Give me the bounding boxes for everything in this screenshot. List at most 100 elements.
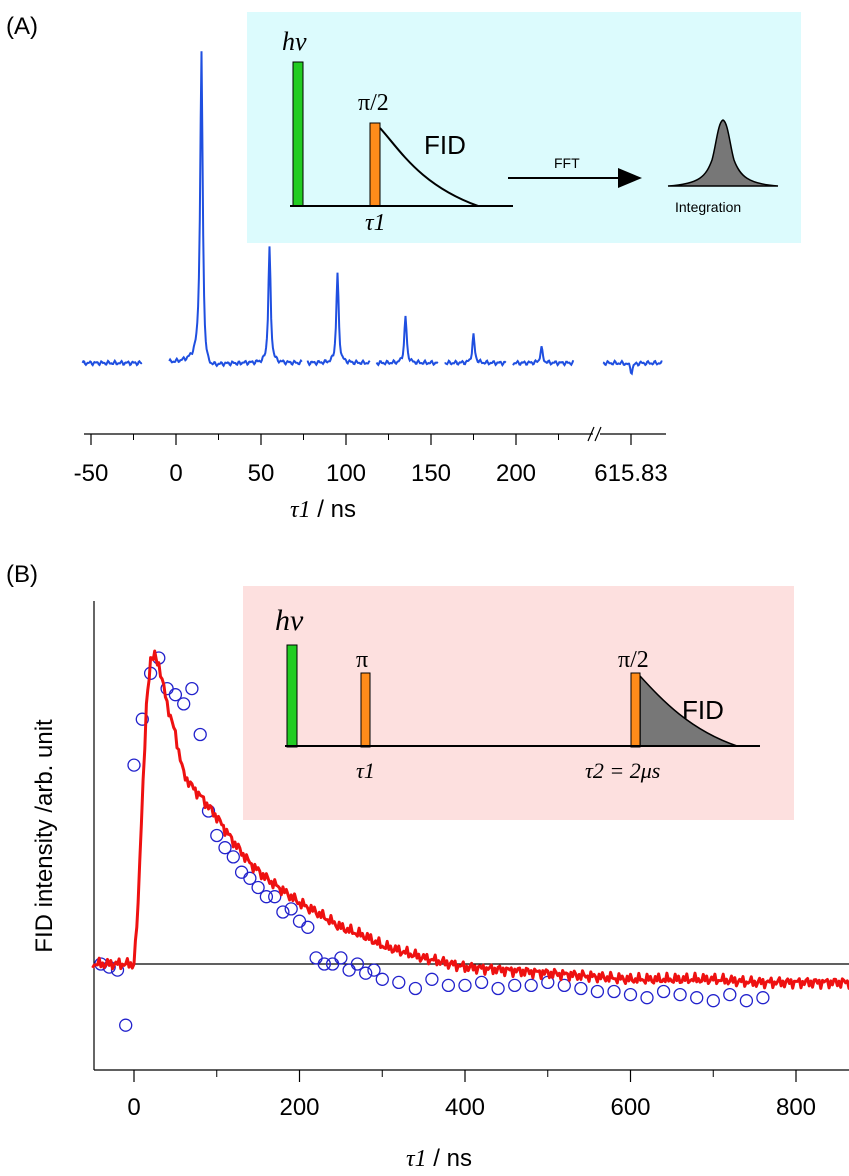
panel-b-data-point	[193, 727, 207, 742]
panel-a-pump-pulse	[292, 61, 304, 207]
panel-a-tick-label: -50	[74, 460, 109, 487]
panel-b-data-point	[392, 975, 406, 990]
panel-a-fid-label: FID	[424, 130, 466, 160]
panel-b-pump-pulse	[286, 644, 298, 748]
panel-b-data-point	[673, 987, 687, 1002]
panel-b-label: (B)	[6, 561, 38, 588]
panel-a-inset-background	[247, 12, 801, 243]
panel-b-markers	[94, 651, 770, 1032]
panel-b-data-point	[342, 963, 356, 977]
panel-a-tick-label: 150	[411, 460, 451, 487]
panel-a-tick-label: 615.83	[594, 460, 667, 487]
panel-b-data-point	[292, 914, 307, 928]
panel-b-data-point	[474, 975, 489, 990]
panel-a-x-label: τ1 / ns	[290, 496, 356, 523]
panel-b-data-point	[218, 841, 232, 855]
panel-a-axis-break-mark-2	[594, 426, 602, 442]
panel-a-trace-segment	[81, 358, 143, 367]
panel-b-data-point	[590, 984, 605, 999]
panel-b-data-point	[723, 987, 737, 1002]
panel-a-spectrum-peak	[667, 119, 779, 187]
panel-b-mw-pulse	[630, 672, 641, 748]
panel-a-fid-curve	[379, 127, 479, 207]
panel-a-inset: hν π/2 FID τ1 FFT Integration	[247, 12, 801, 243]
panel-b-data-point	[656, 984, 671, 999]
panel-a-trace-segment	[375, 315, 439, 367]
panel-b-simulation	[91, 649, 849, 990]
panel-b-data-point	[690, 991, 704, 1005]
panel-b-data-point	[574, 981, 588, 996]
panel-b-tick-label: 200	[279, 1094, 319, 1121]
panel-a-fft-arrowhead	[618, 168, 642, 188]
panel-a-tick-label: 100	[326, 460, 366, 487]
panel-a-mw-pulse	[369, 122, 381, 207]
panel-b-fid-label: FID	[682, 695, 724, 725]
panel-b-data-point	[359, 966, 373, 980]
panel-b-tick-label: 0	[127, 1094, 140, 1121]
panel-b-data-point	[210, 828, 224, 843]
panel-a-trace-segment	[238, 246, 303, 367]
panel-a-delay-label: τ1	[365, 210, 386, 236]
panel-b-data-point	[607, 984, 621, 999]
panel-b-data-point	[557, 978, 571, 993]
panel-a-x-label-symbol: τ1	[290, 497, 311, 523]
panel-b-x-label-unit: / ns	[427, 1145, 472, 1172]
panel-b-data-point	[441, 978, 456, 993]
panel-a-tick-label: 50	[248, 460, 275, 487]
panel-b-data-point	[640, 991, 654, 1005]
panel-b-data-point	[623, 987, 638, 1002]
panel-b-data-point	[491, 981, 505, 996]
panel-a-trace-segment	[512, 345, 575, 367]
panel-b-data-point	[119, 1018, 133, 1032]
panel-a-x-axis: -50 0 50 100 150 200 615.83 τ1 / ns	[74, 426, 668, 523]
panel-b-data-point	[135, 712, 149, 726]
panel-b-data-point	[276, 905, 290, 919]
panel-b-inset: hν π π/2 FID τ1 τ2 = 2μs	[243, 586, 794, 820]
panel-b-y-label: FID intensity /arb. unit	[31, 719, 58, 953]
panel-a-pump-label: hν	[282, 27, 307, 56]
panel-a-fft-label: FFT	[554, 155, 580, 171]
panel-b-pi-label: π	[356, 647, 368, 673]
panel-b-data-point	[284, 902, 298, 916]
panel-a-axis-break-mark-1	[587, 426, 595, 442]
panel-b-pump-label: hν	[275, 604, 304, 637]
panel-b-data-point	[367, 963, 381, 977]
panel-b-ticks: 0 200 400 600 800	[127, 1070, 816, 1121]
panel-b-data-point	[350, 957, 365, 971]
panel-a-trace-segment	[306, 272, 371, 367]
panel-b-tick-label: 600	[610, 1094, 650, 1121]
panel-b-pi-pulse	[360, 672, 371, 748]
panel-a-trace-segment	[168, 51, 240, 368]
panel-b-delay1-label: τ1	[356, 758, 375, 783]
panel-a-x-label-unit: / ns	[311, 496, 356, 523]
panel-b-tick-label: 400	[445, 1094, 485, 1121]
panel-b-simulation-line	[91, 649, 849, 990]
panel-b-pulse-label: π/2	[618, 647, 649, 673]
panel-a-spectrum	[81, 51, 663, 376]
panel-b-data-point	[259, 890, 274, 904]
panel-b-data-point	[334, 951, 348, 965]
panel-b-data-point	[177, 697, 191, 711]
panel-b-inset-background	[243, 586, 794, 820]
panel-b-delay2-label: τ2 = 2μs	[585, 758, 660, 783]
panel-b-data-point	[756, 991, 770, 1005]
panel-a-tick-label: 0	[169, 460, 182, 487]
panel-b-tick-label: 800	[776, 1094, 816, 1121]
panel-a-tick-label: 200	[496, 460, 536, 487]
panel-b-data-point	[524, 978, 538, 993]
panel-b-data-point	[301, 920, 315, 934]
panel-b-data-point	[458, 978, 472, 993]
panel-b-data-point	[251, 880, 265, 895]
panel-b-data-point	[226, 850, 240, 864]
panel-b-data-point	[375, 972, 389, 986]
panel-a-pulse-label: π/2	[358, 90, 389, 116]
panel-b-data-point	[309, 951, 323, 965]
panel-b-x-label: τ1 / ns	[406, 1145, 472, 1172]
panel-b-data-point	[425, 972, 439, 986]
panel-b-data-point	[508, 978, 522, 993]
panel-a-label: (A)	[6, 13, 38, 40]
panel-b-data-point	[168, 688, 183, 702]
panel-a-integration-label: Integration	[675, 199, 741, 215]
panel-b-data-point	[268, 890, 282, 904]
